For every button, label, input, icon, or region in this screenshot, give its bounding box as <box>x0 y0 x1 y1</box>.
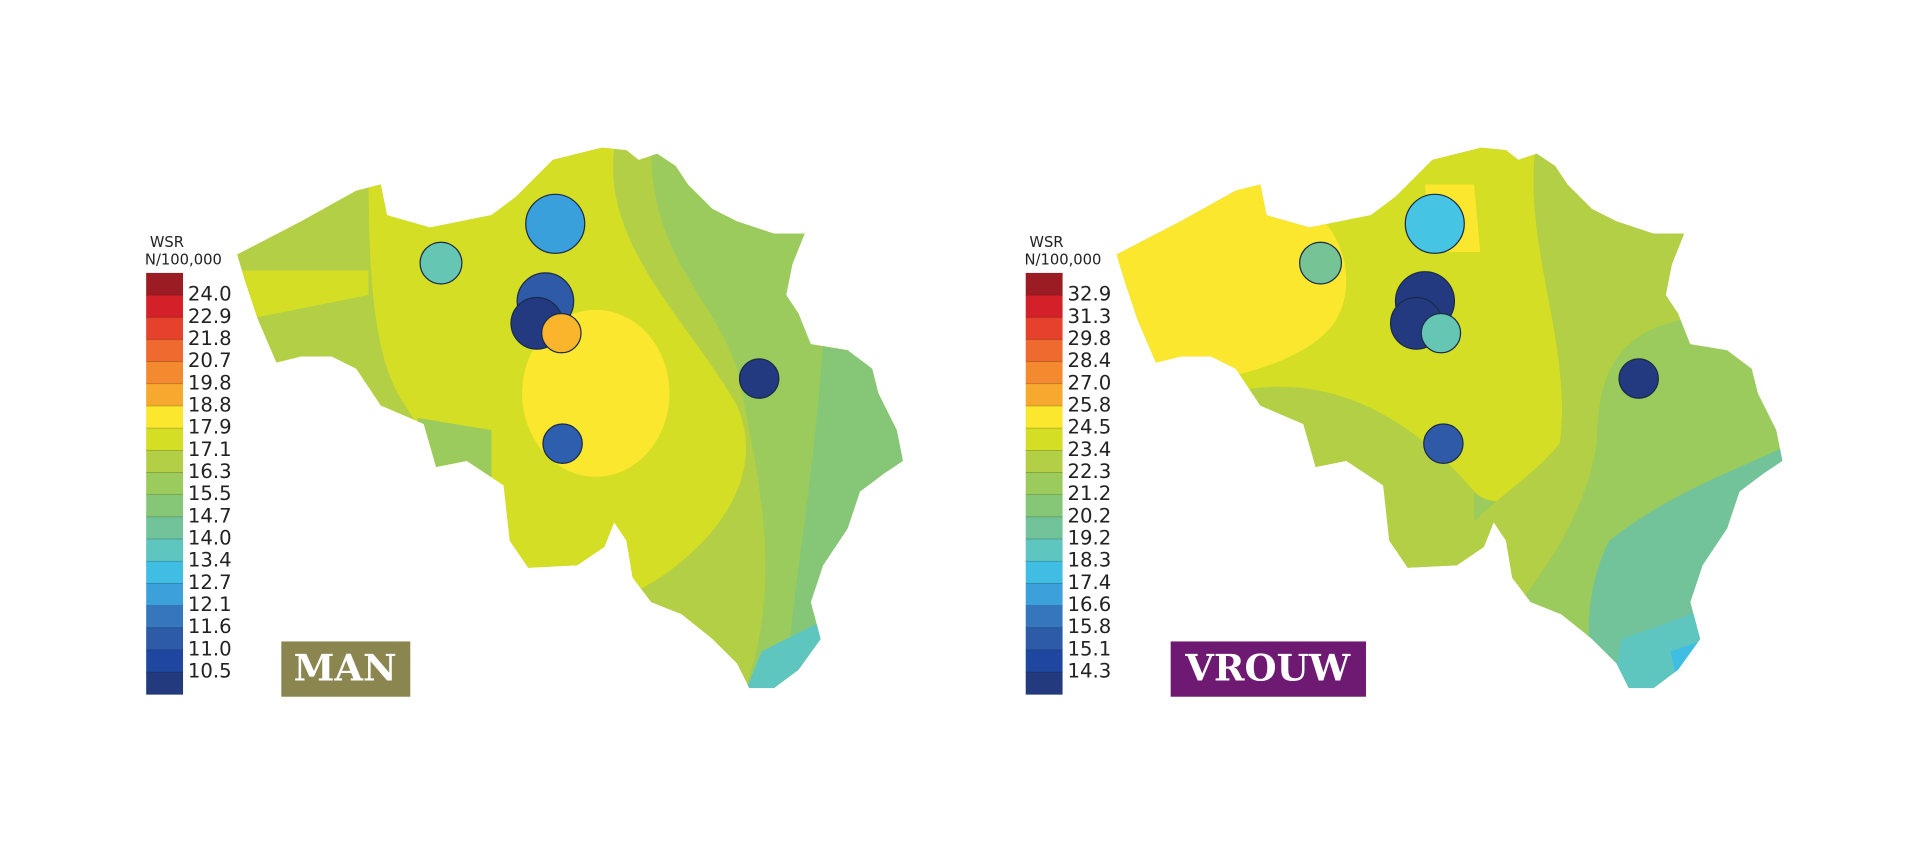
legend-swatch <box>146 405 184 429</box>
legend-swatch <box>146 561 184 584</box>
badge-bg <box>281 641 411 697</box>
zone <box>417 417 492 492</box>
site <box>542 423 583 464</box>
legend-label: 17.4 <box>1067 571 1111 594</box>
legend-swatch <box>1025 450 1063 473</box>
legend-label: 14.3 <box>1067 660 1111 683</box>
legend-label: 24.0 <box>188 283 232 306</box>
legend-swatch <box>146 583 184 606</box>
legend-label: 14.0 <box>188 527 232 550</box>
zone <box>237 270 369 320</box>
legend-label: 28.4 <box>1067 349 1111 372</box>
legend-label: 10.5 <box>188 660 232 683</box>
legend-swatch <box>146 339 184 362</box>
legend-label: 13.4 <box>188 549 232 572</box>
legend-swatch <box>1025 472 1063 496</box>
legend-label: 31.3 <box>1067 305 1111 328</box>
site <box>525 193 586 254</box>
legend-swatch <box>146 605 184 629</box>
legend-label: 12.7 <box>188 571 232 594</box>
site <box>1618 358 1659 399</box>
legend-swatch <box>146 649 184 673</box>
legend-swatch <box>1025 272 1063 296</box>
site <box>1299 241 1343 285</box>
legend-swatch <box>146 539 184 562</box>
legend-label: 15.8 <box>1067 615 1111 638</box>
legend-label: 29.8 <box>1067 327 1111 350</box>
legend-label: 22.3 <box>1067 460 1111 483</box>
legend-swatch <box>1025 649 1063 673</box>
legend-swatch <box>146 672 184 695</box>
legend-swatch <box>1025 295 1063 318</box>
legend-label: 15.5 <box>188 482 232 505</box>
legend-swatch <box>146 472 184 496</box>
legend-label: 21.8 <box>188 327 232 350</box>
gender-label: VROUW <box>1184 645 1350 689</box>
legend-swatch <box>146 361 184 385</box>
zone <box>1116 184 1347 394</box>
legend-label: 17.1 <box>188 438 232 461</box>
legend-label: 12.1 <box>188 593 232 616</box>
legend-swatch <box>146 272 184 296</box>
site <box>738 358 780 399</box>
legend-swatch <box>1025 561 1063 584</box>
legend-label: 11.0 <box>188 637 232 660</box>
zone <box>1412 147 1683 615</box>
legend-label: 20.7 <box>188 349 232 372</box>
legend-swatch <box>1025 317 1063 340</box>
legend-title: WSR <box>150 234 184 251</box>
legend-label: 27.0 <box>1067 371 1111 394</box>
legend-label: 21.2 <box>1067 482 1111 505</box>
site <box>541 312 582 354</box>
legend-unit: N/100,000 <box>145 251 222 268</box>
legend-swatch <box>1025 361 1063 385</box>
legend-label: 16.3 <box>188 460 232 483</box>
legend-swatch <box>1025 405 1063 429</box>
legend-swatch <box>1025 605 1063 629</box>
legend-label: 22.9 <box>188 305 232 328</box>
legend-swatch <box>1025 627 1063 651</box>
legend-label: 20.2 <box>1067 504 1111 527</box>
site <box>419 241 463 285</box>
badge-bg <box>1170 641 1366 697</box>
legend-label: 19.2 <box>1067 527 1111 550</box>
legend-swatch <box>146 450 184 473</box>
legend-swatch <box>1025 672 1063 695</box>
legend-label: 18.8 <box>188 393 232 416</box>
legend-swatch <box>1025 539 1063 562</box>
legend-swatch <box>1025 383 1063 407</box>
legend-swatch <box>1025 339 1063 362</box>
legend-label: 17.9 <box>188 416 232 439</box>
legend-label: 11.6 <box>188 615 232 638</box>
legend-swatch <box>146 494 184 518</box>
legend-swatch <box>146 295 184 318</box>
legend-swatch <box>146 627 184 651</box>
legend-title: WSR <box>1029 234 1063 251</box>
legend-unit: N/100,000 <box>1024 251 1101 268</box>
site <box>1404 193 1465 254</box>
legend-label: 24.5 <box>1067 416 1111 439</box>
legend-label: 18.3 <box>1067 549 1111 572</box>
legend-label: 23.4 <box>1067 438 1111 461</box>
legend-swatch <box>1025 494 1063 518</box>
legend-swatch <box>146 317 184 340</box>
legend-label: 32.9 <box>1067 283 1111 306</box>
site <box>1420 312 1462 354</box>
legend-swatch <box>146 428 184 451</box>
legend-swatch <box>1025 428 1063 451</box>
legend-label: 14.7 <box>188 504 232 527</box>
legend-swatch <box>146 516 184 540</box>
legend-swatch <box>1025 583 1063 606</box>
legend-swatch <box>146 383 184 407</box>
zone <box>737 614 836 689</box>
site <box>1423 423 1464 464</box>
legend-swatch <box>1025 516 1063 540</box>
legend-label: 19.8 <box>188 371 232 394</box>
legend-label: 16.6 <box>1067 593 1111 616</box>
gender-label: MAN <box>294 645 397 689</box>
legend-label: 15.1 <box>1067 637 1111 660</box>
legend-label: 25.8 <box>1067 393 1111 416</box>
